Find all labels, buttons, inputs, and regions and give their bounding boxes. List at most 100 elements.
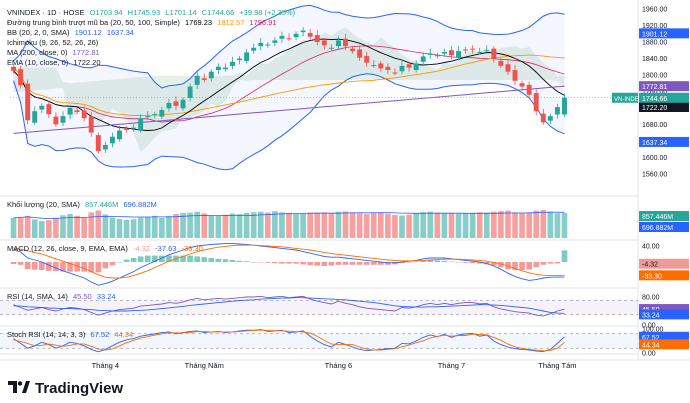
macd-histogram-bar (208, 258, 215, 262)
candle-body (321, 40, 327, 46)
candle-body (279, 35, 285, 39)
candle-body (25, 83, 31, 121)
volume-bar (95, 210, 102, 238)
price-tick-label: 1880.00 (642, 40, 667, 47)
rsi-ma-tag: 33.24 (642, 312, 660, 319)
bb-upper-tag: 1901.12 (642, 31, 667, 38)
stoch-tick-label: 100.00 (642, 327, 664, 334)
volume-bar (243, 212, 250, 238)
stoch-d-tag-bg (639, 339, 689, 350)
signal-tag: -33.30 (642, 273, 662, 280)
macd-histogram-bar (526, 262, 532, 270)
rsi-v1: 45.50 (72, 292, 92, 301)
candle-body (60, 116, 66, 123)
candle-body (378, 63, 384, 69)
rsi-label: RSI (14, SMA, 14) (7, 292, 68, 301)
volume-bar (526, 212, 532, 238)
volume-tag2-bg (639, 222, 689, 232)
volume-bar (441, 212, 448, 238)
candle-body (117, 130, 122, 140)
candle-body (18, 69, 24, 86)
macd-histogram-bar (10, 262, 17, 264)
ma200-line (13, 85, 565, 134)
macd-histogram-bar (540, 262, 547, 265)
macd-histogram-bar (279, 262, 285, 264)
stoch-legend[interactable]: Stoch RSI (14, 14, 3, 3) 67.52 44.34 (7, 330, 136, 340)
candle-body (124, 128, 130, 130)
macd-histogram-bar (547, 262, 554, 264)
candle-body (448, 50, 454, 56)
rsi-legend[interactable]: RSI (14, SMA, 14) 45.50 33.24 (7, 292, 119, 302)
volume-bar (385, 213, 391, 238)
volume-legend[interactable]: Khối lượng (20, SMA) 857.446M 696.882M (7, 200, 160, 210)
stoch-label: Stoch RSI (14, 14, 3, 3) (7, 330, 86, 339)
candle-body (208, 71, 214, 79)
volume-bar (151, 215, 158, 238)
volume-v1: 857.446M (84, 200, 119, 209)
macd-histogram-bar (243, 261, 250, 262)
macd-histogram-bar (406, 262, 412, 263)
ma200-legend[interactable]: MA (200, close, 0) 1772.81 (7, 48, 103, 58)
volume-bar (476, 212, 483, 238)
volume-bar (222, 214, 229, 238)
volume-bar (286, 212, 292, 238)
volume-bar (24, 215, 31, 238)
bb-legend[interactable]: BB (20, 2, 0, SMA) 1901.12 1637.34 (7, 28, 137, 38)
macd-histogram-bar (427, 260, 434, 262)
ma200-v1: 1772.81 (72, 48, 100, 57)
macd-histogram-bar (554, 262, 561, 264)
macd-histogram-bar (300, 262, 306, 265)
volume-bar (370, 213, 377, 238)
ma200-label: MA (200, close, 0) (7, 48, 68, 57)
macd-line (13, 243, 565, 286)
ma-ribbon-legend[interactable]: Đường trung bình trượt mũ ba (20, 50, 10… (7, 18, 280, 28)
macd-label: MACD (12, 26, close, 9, EMA, EMA) (7, 244, 128, 253)
candle-body (244, 52, 250, 61)
macd-histogram-bar (151, 255, 158, 262)
tradingview-logo[interactable]: TradingView (8, 380, 123, 397)
candle-body (392, 72, 398, 74)
volume-bar (328, 212, 335, 238)
macd-v2: -37.63 (155, 244, 177, 253)
macd-histogram-bar (24, 262, 31, 270)
volume-bar (74, 215, 80, 238)
candle-body (427, 53, 433, 55)
bb-lower-line (13, 73, 565, 171)
candle-body (173, 101, 179, 106)
volume-bar (469, 212, 476, 238)
candle-body (95, 135, 101, 152)
candle-body (413, 63, 419, 71)
macd-histogram-bar (137, 256, 144, 262)
volume-bar (109, 217, 116, 238)
ema-label: EMA (10, close, 0) (7, 58, 69, 67)
macd-histogram-bar (385, 262, 391, 265)
stoch-d-tag: 44.34 (642, 342, 660, 349)
volume-bar (123, 219, 130, 238)
macd-histogram-bar (144, 255, 151, 262)
volume-bar (187, 212, 193, 238)
high-value: H1745.93 (127, 8, 161, 17)
ichimoku-legend[interactable]: Ichimoku (9, 26, 52, 26, 26) (7, 38, 101, 48)
last-price-tag: 1744.66 (642, 96, 667, 103)
macd-legend[interactable]: MACD (12, 26, close, 9, EMA, EMA) -4.32 … (7, 244, 206, 254)
candle-body (477, 51, 483, 53)
volume-bar (455, 213, 462, 238)
volume-sma-line (13, 211, 565, 220)
volume-bar (46, 220, 52, 238)
macd-histogram-bar (166, 255, 172, 262)
macd-histogram-bar (491, 262, 497, 266)
rsi-ma-tag-bg (639, 309, 689, 320)
candle-body (512, 70, 518, 81)
volume-bar (491, 211, 497, 238)
ema-tag: 1722.20 (642, 105, 667, 112)
candle-body (159, 109, 165, 117)
ema-legend[interactable]: EMA (10, close, 0) 1722.20 (7, 58, 104, 68)
macd-histogram-bar (180, 255, 186, 262)
candle-body (152, 114, 158, 116)
open-value: O1703.94 (89, 8, 123, 17)
macd-histogram-bar (236, 260, 243, 262)
macd-histogram-bar (476, 262, 483, 264)
volume-bar (236, 214, 243, 238)
candle-body (385, 66, 391, 71)
